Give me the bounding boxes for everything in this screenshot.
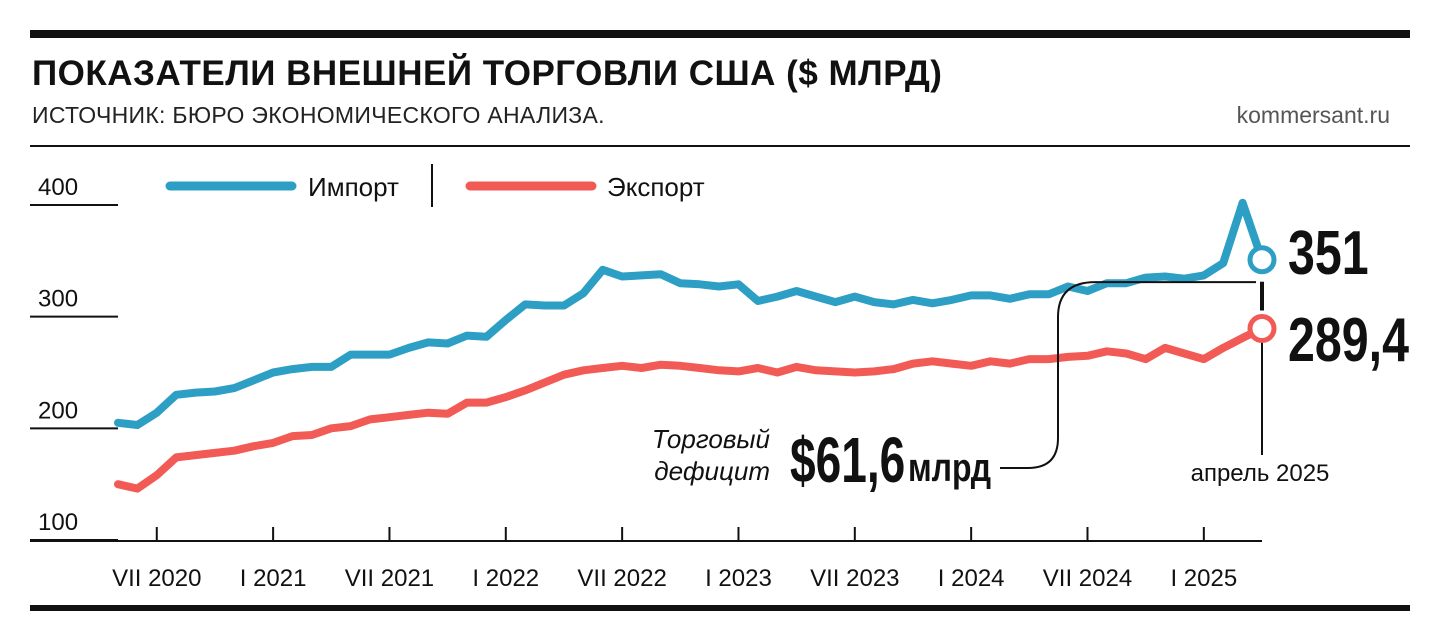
y-tick-label: 200 [38, 397, 78, 424]
deficit-label-line1: Торговый [652, 424, 770, 454]
header-divider [30, 145, 1410, 147]
x-tick-label: VII 2023 [810, 565, 899, 592]
x-tick-label: I 2023 [705, 565, 772, 592]
legend: Импорт Экспорт [165, 164, 705, 207]
export-endpoint-marker [1247, 314, 1277, 344]
chart-source: ИСТОЧНИК: БЮРО ЭКОНОМИЧЕСКОГО АНАЛИЗА. [32, 102, 605, 128]
x-axis: VII 2020 I 2021 VII 2021 I 2022 VII 2022 I 20… [30, 527, 1262, 592]
legend-export-label: Экспорт [607, 172, 705, 202]
deficit-value: $61,6 [790, 425, 905, 496]
y-tick-label: 300 [38, 286, 78, 313]
x-tick-label: I 2021 [240, 565, 307, 592]
x-tick-label: I 2025 [1170, 565, 1237, 592]
x-tick-label: I 2022 [472, 565, 539, 592]
top-rule [30, 30, 1410, 38]
legend-import-label: Импорт [308, 172, 399, 202]
x-tick-label: VII 2022 [577, 565, 666, 592]
export-last-value: 289,4 [1288, 305, 1409, 374]
import-endpoint-marker [1247, 245, 1277, 275]
x-tick-label: VII 2020 [112, 565, 201, 592]
series-line-import [114, 198, 1266, 429]
x-tick-label: VII 2021 [345, 565, 434, 592]
deficit-label-line2: дефицит [654, 456, 770, 486]
x-tick-label: I 2024 [938, 565, 1005, 592]
deficit-unit: млрд [908, 445, 991, 490]
series-line-export [114, 324, 1266, 493]
annotations: 351 289,4 Торговый дефицит $61,6 млрд ап… [652, 218, 1409, 496]
deficit-leader-line [1000, 281, 1256, 469]
chart-title: ПОКАЗАТЕЛИ ВНЕШНЕЙ ТОРГОВЛИ США ($ МЛРД) [32, 54, 943, 93]
y-tick-label: 100 [38, 509, 78, 536]
date-label: апрель 2025 [1191, 460, 1330, 487]
import-last-value: 351 [1288, 218, 1369, 287]
bottom-rule [30, 605, 1410, 611]
x-tick-label: VII 2024 [1043, 565, 1132, 592]
y-tick-label: 400 [38, 174, 78, 201]
brand-label: kommersant.ru [1236, 102, 1390, 128]
y-axis: 100 200 300 400 [30, 174, 118, 541]
